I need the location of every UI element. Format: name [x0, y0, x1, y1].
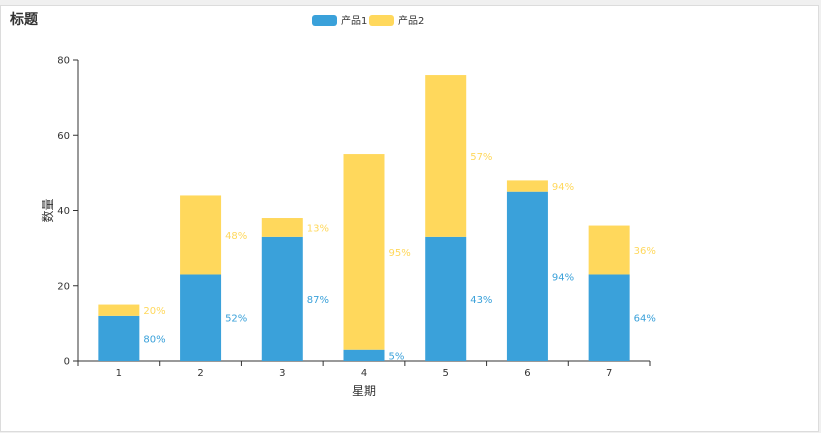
legend: 产品1 产品2: [312, 14, 424, 27]
x-tick-label: 5: [443, 368, 449, 379]
data-label-series2-7: 36%: [634, 246, 656, 257]
bar-series1-5[interactable]: [425, 236, 467, 361]
data-label-series2-6: 94%: [552, 182, 574, 193]
x-tick-label: 7: [606, 368, 612, 379]
data-labels: 80% 52% 87% 5% 43% 94% 64% 20% 48% 13% 95% 57% 94% 36…: [143, 152, 656, 362]
bar-series1-7[interactable]: [588, 274, 630, 361]
bar-series2-1[interactable]: [98, 304, 140, 316]
legend-swatch-2[interactable]: [369, 15, 394, 26]
y-tick-label: 60: [57, 131, 70, 142]
bar-series2-6[interactable]: [506, 180, 548, 192]
x-tick-label: 3: [279, 368, 285, 379]
bar-series1-1[interactable]: [98, 315, 140, 361]
data-label-series2-4: 95%: [389, 248, 411, 259]
bar-series1-6[interactable]: [506, 191, 548, 361]
data-label-series2-3: 13%: [307, 223, 329, 234]
data-label-series1-7: 64%: [634, 314, 656, 325]
bar-series1-2[interactable]: [180, 274, 222, 361]
data-label-series1-1: 80%: [143, 334, 165, 345]
bar-series2-3[interactable]: [261, 218, 303, 237]
x-axis-title: 星期: [352, 384, 376, 398]
y-tick-label: 40: [57, 206, 70, 217]
data-label-series1-6: 94%: [552, 272, 574, 283]
data-label-series2-2: 48%: [225, 231, 247, 242]
bar-series2-7[interactable]: [588, 225, 630, 275]
legend-label-2[interactable]: 产品2: [398, 14, 424, 27]
data-label-series1-2: 52%: [225, 314, 247, 325]
data-label-series2-5: 57%: [470, 152, 492, 163]
legend-swatch-1[interactable]: [312, 15, 337, 26]
bar-series2-4[interactable]: [343, 154, 385, 350]
y-tick-label: 0: [64, 357, 70, 368]
x-tick-label: 1: [116, 368, 122, 379]
data-label-series1-3: 87%: [307, 295, 329, 306]
x-tick-label: 2: [197, 368, 203, 379]
chart-title: 标题: [10, 12, 38, 28]
y-tick-label: 20: [57, 281, 70, 292]
bar-series2-5[interactable]: [425, 75, 467, 237]
legend-label-1[interactable]: 产品1: [341, 14, 367, 27]
y-tick-label: 80: [57, 56, 70, 67]
bar-series2-2[interactable]: [180, 195, 222, 275]
bars: [98, 75, 630, 361]
data-label-series2-1: 20%: [143, 306, 165, 317]
axes: 0 20 40 60 80 1 2 3 4 5 6 7 星期 数量: [40, 56, 651, 398]
bar-series1-4[interactable]: [343, 349, 385, 361]
bar-series1-3[interactable]: [261, 236, 303, 361]
y-axis-title: 数量: [40, 198, 55, 222]
x-tick-label: 4: [361, 368, 367, 379]
data-label-series1-4: 5%: [389, 351, 405, 362]
data-label-series1-5: 43%: [470, 295, 492, 306]
x-tick-label: 6: [524, 368, 530, 379]
